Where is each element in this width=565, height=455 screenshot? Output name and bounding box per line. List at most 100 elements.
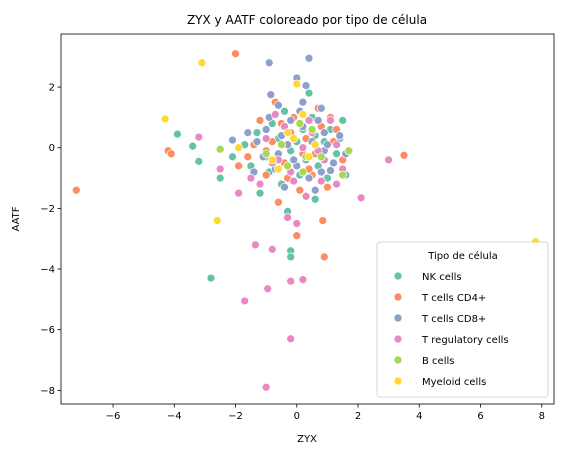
data-point (188, 141, 198, 151)
data-point (160, 114, 170, 124)
data-point (295, 119, 305, 128)
data-point (212, 216, 222, 225)
data-point (313, 116, 323, 125)
data-point (338, 116, 348, 125)
data-point (329, 158, 338, 168)
legend-label: B cells (422, 356, 454, 367)
y-tick-label: −4 (40, 265, 55, 276)
x-tick-label: 8 (539, 411, 545, 422)
data-point (304, 88, 314, 98)
data-point (215, 144, 225, 154)
data-point (264, 58, 274, 68)
data-point (228, 152, 237, 162)
data-point (318, 216, 328, 225)
data-point (301, 81, 311, 90)
data-point (267, 155, 277, 165)
data-point (206, 273, 216, 283)
y-axis-label: AATF (11, 206, 22, 231)
data-point (316, 176, 326, 186)
data-point (356, 193, 366, 203)
data-point (292, 219, 302, 228)
x-tick-label: −6 (106, 411, 121, 422)
data-point (326, 116, 335, 125)
data-point (274, 100, 283, 110)
x-tick-label: 4 (416, 411, 422, 422)
data-point (295, 185, 305, 195)
data-point (243, 152, 253, 162)
data-point (197, 58, 207, 68)
data-point (289, 155, 299, 165)
data-point (283, 213, 292, 222)
legend-marker (393, 313, 403, 323)
legend-items: NK cells T cells CD4+ T cells CD8+ T regula… (393, 271, 509, 388)
data-point (338, 170, 348, 180)
data-point (319, 252, 329, 262)
data-point (252, 128, 262, 137)
x-tick-label: 6 (477, 411, 483, 422)
data-point (266, 90, 276, 100)
data-point (263, 284, 273, 294)
legend-marker (393, 292, 403, 302)
x-tick-label: −2 (228, 411, 243, 422)
data-point (246, 173, 256, 183)
data-point (304, 173, 314, 183)
data-point (215, 164, 225, 174)
legend-label: T cells CD8+ (421, 314, 486, 325)
y-tick-label: −6 (40, 325, 55, 336)
data-point (267, 244, 277, 254)
legend-label: NK cells (422, 272, 462, 283)
legend-marker (393, 271, 403, 281)
x-axis-ticks: −6 −4 −2 0 2 4 6 8 (106, 404, 545, 422)
data-point (289, 134, 299, 143)
data-point (283, 128, 292, 137)
data-point (332, 149, 341, 159)
data-point (71, 185, 81, 195)
data-point (298, 110, 308, 119)
data-point (231, 49, 240, 59)
legend-marker (393, 355, 403, 365)
data-point (316, 103, 326, 113)
x-axis-label: ZYX (297, 434, 317, 445)
data-point (316, 152, 326, 162)
legend-marker (393, 334, 403, 344)
plot-frame (60, 33, 555, 405)
data-point (173, 129, 182, 139)
legend: Tipo de célula NK cells T cells CD4+ T cel… (376, 241, 549, 398)
data-point (344, 146, 354, 156)
data-point (310, 185, 320, 195)
data-point (243, 128, 253, 137)
data-point (332, 140, 341, 150)
data-point (298, 97, 308, 107)
y-tick-label: −2 (40, 204, 55, 215)
data-point (274, 197, 283, 207)
data-point (323, 140, 332, 150)
data-point (280, 106, 289, 116)
data-point (319, 128, 329, 137)
data-point (234, 188, 243, 198)
data-point (289, 176, 299, 186)
data-point (335, 131, 345, 140)
legend-title: Tipo de célula (427, 250, 498, 262)
data-point (234, 143, 243, 153)
data-point (298, 143, 308, 153)
x-tick-label: 0 (294, 411, 300, 422)
legend-box (376, 241, 549, 398)
data-point (307, 125, 317, 134)
legend-label: Myeloid cells (422, 377, 486, 388)
data-point (166, 149, 176, 159)
data-point (283, 161, 292, 171)
data-point (255, 188, 265, 198)
data-point (274, 164, 283, 174)
data-point (292, 79, 302, 89)
data-point (261, 382, 271, 392)
data-point (304, 152, 314, 162)
data-point (384, 155, 393, 165)
data-point (298, 167, 308, 177)
data-point (240, 296, 250, 306)
y-axis-ticks: −8 −6 −4 −2 0 2 (40, 83, 61, 397)
data-point (255, 179, 265, 189)
data-point (280, 182, 289, 192)
data-point (304, 53, 314, 63)
data-point (399, 150, 409, 160)
